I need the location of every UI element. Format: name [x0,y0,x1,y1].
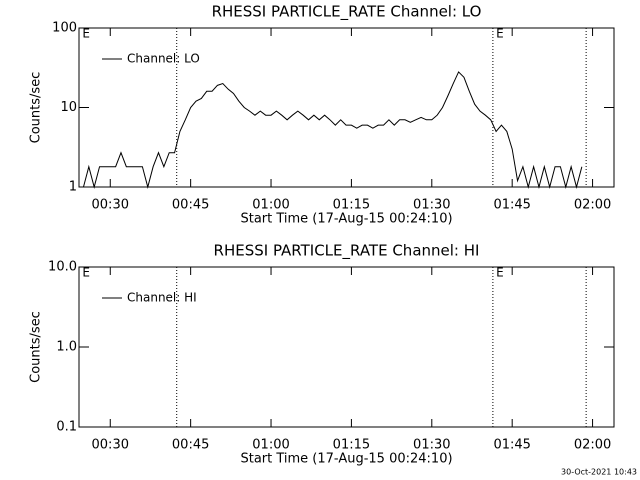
x-tick-label: 01:00 [252,438,289,453]
x-axis-label: Start Time (17-Aug-15 00:24:10) [240,452,452,467]
y-tick-label: 100 [52,21,77,36]
x-tick-label: 00:45 [172,438,209,453]
x-tick-label: 01:15 [333,438,370,453]
x-tick-label: 01:30 [413,438,450,453]
y-tick-label: 0.1 [56,420,77,435]
x-tick-label: 01:45 [493,438,530,453]
x-tick-label: 02:00 [574,198,611,213]
x-tick-label: 00:45 [172,198,209,213]
legend-label: Channel: LO [127,52,200,66]
x-tick-label: 00:30 [92,438,129,453]
y-tick-label: 1 [69,180,77,195]
x-tick-label: 01:30 [413,198,450,213]
x-tick-label: 00:30 [92,198,129,213]
data-line [82,71,583,189]
y-tick-label: 10.0 [48,260,77,275]
y-axis-label: Counts/sec [29,72,44,144]
legend-label: Channel: HI [127,291,197,305]
x-tick-label: 02:00 [574,438,611,453]
x-tick-label: 01:45 [493,198,530,213]
x-tick-label: 01:00 [252,198,289,213]
event-flag: E [82,27,90,41]
x-axis-label: Start Time (17-Aug-15 00:24:10) [240,212,452,227]
y-tick-label: 1.0 [56,340,77,355]
event-flag: E [82,266,90,280]
chart-title: RHESSI PARTICLE_RATE Channel: HI [214,242,480,261]
event-flag: E [496,266,504,280]
x-tick-label: 01:15 [333,198,370,213]
chart-title: RHESSI PARTICLE_RATE Channel: LO [212,3,482,22]
y-axis-label: Counts/sec [29,311,44,383]
timestamp: 30-Oct-2021 10:43 [561,468,637,477]
y-tick-label: 10 [60,100,77,115]
event-flag: E [496,27,504,41]
